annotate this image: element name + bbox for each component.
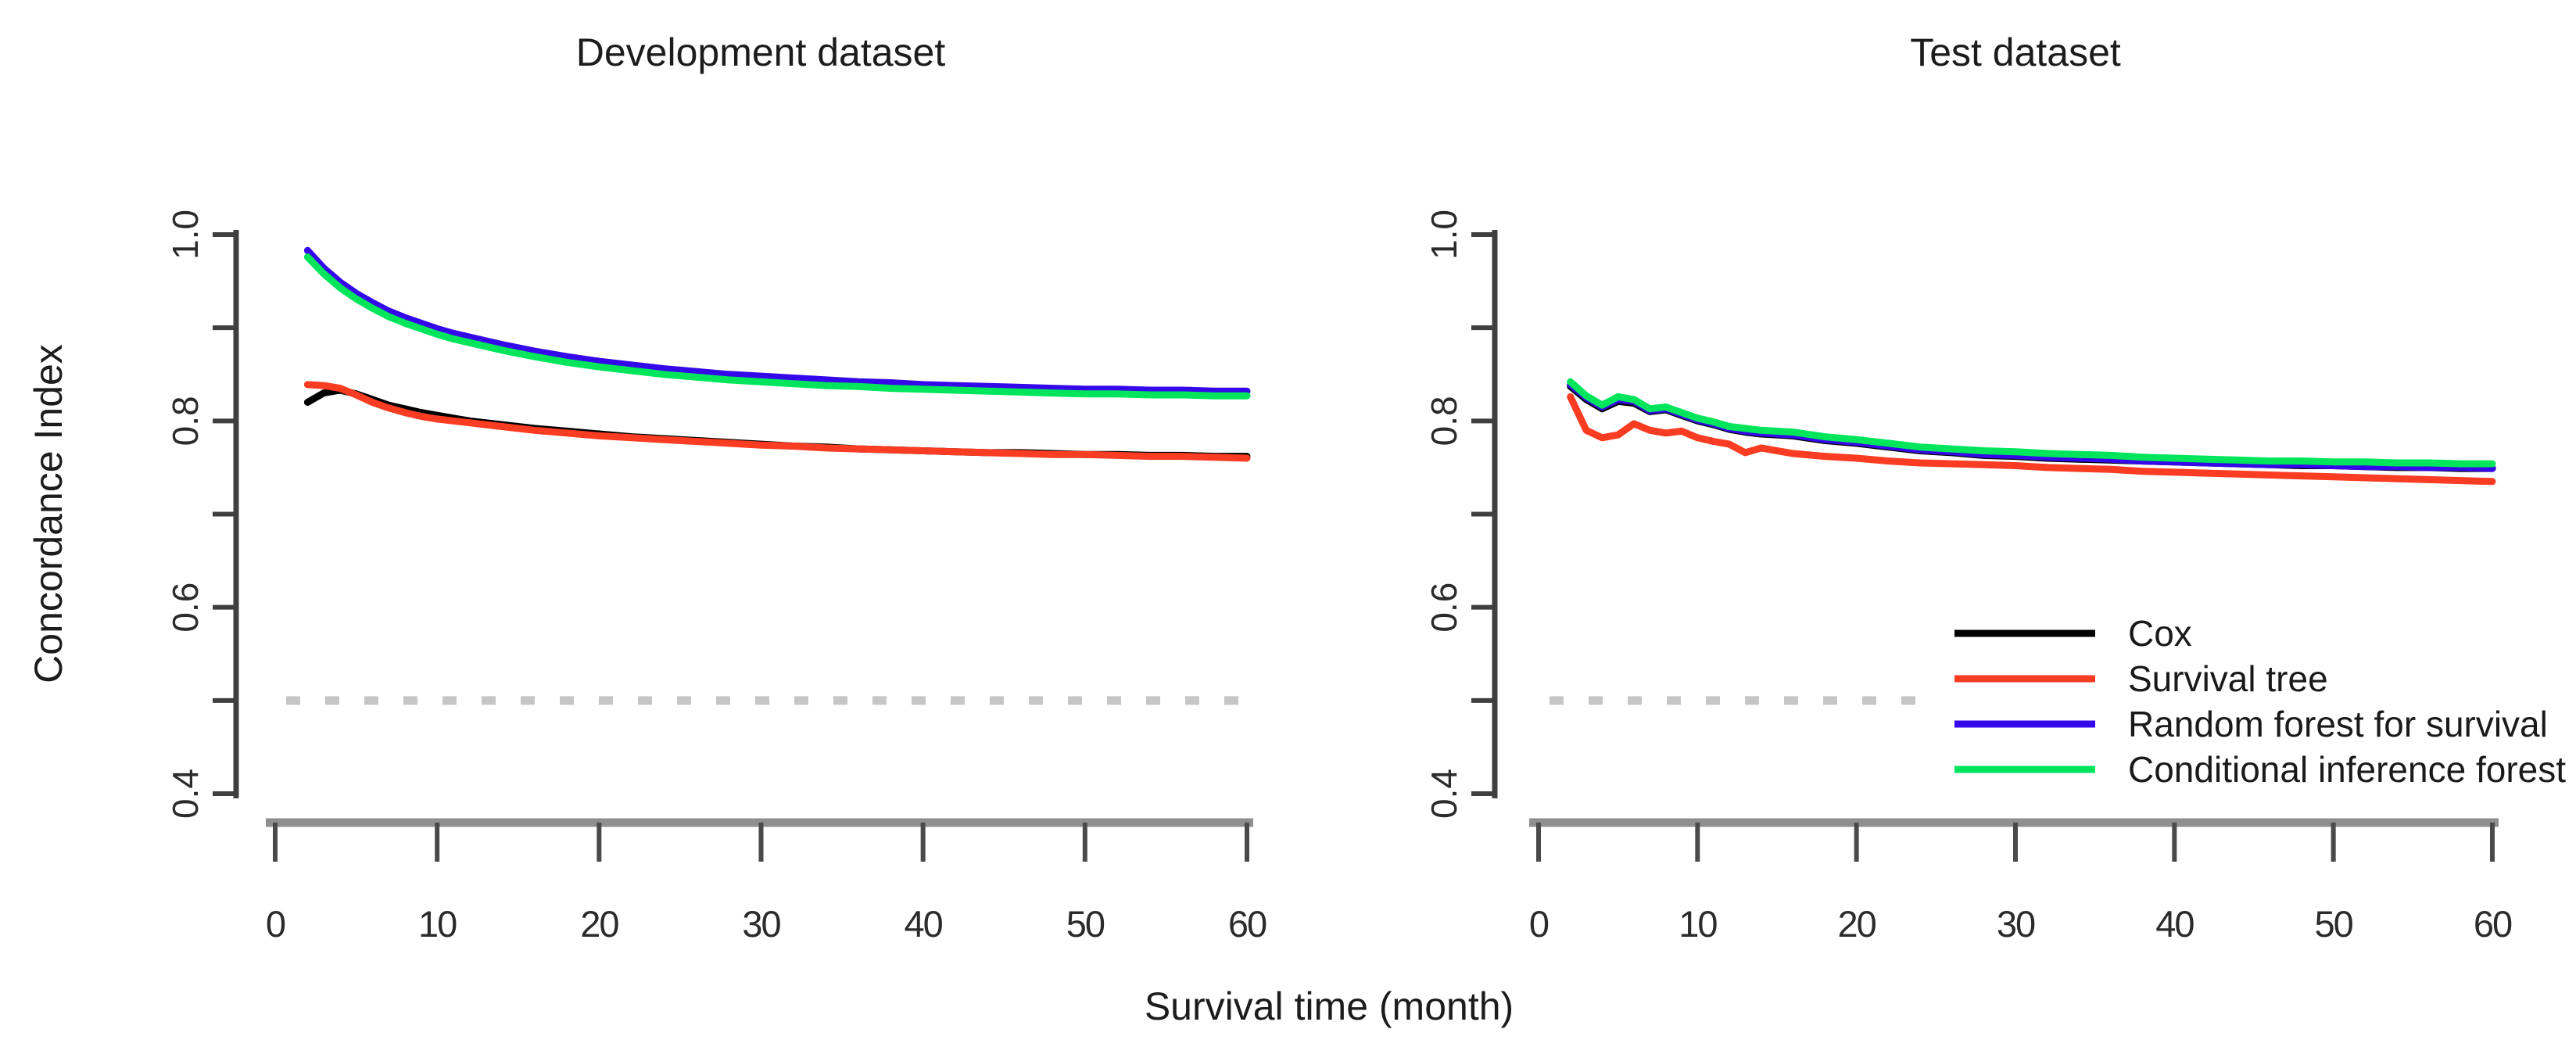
y-tick-label: 1.0 [1424,210,1464,260]
y-axis-label: Concordance Index [27,344,70,683]
x-tick-label: 0 [1529,903,1549,945]
x-tick-label: 10 [418,903,457,945]
x-tick-label: 40 [2155,903,2194,945]
x-tick-label: 60 [1228,903,1267,945]
x-tick-label: 50 [2315,903,2353,945]
series-line-conditional-inference-forest [1567,378,2496,468]
y-tick-label: 0.6 [165,583,206,633]
x-tick-label: 20 [580,903,618,945]
series-line-random-forest-for-survival [303,246,1251,395]
series-line-survival-tree [1567,393,2496,486]
y-tick-label: 0.8 [1424,396,1464,446]
legend-background [1928,607,2572,796]
x-tick-label: 0 [266,903,285,945]
y-tick-label: 1.0 [165,210,206,260]
legend-label: Cox [2128,613,2192,654]
y-tick-label: 0.4 [165,769,206,819]
x-tick-label: 50 [1066,903,1105,945]
legend-label: Survival tree [2128,658,2328,699]
x-tick-label: 60 [2474,903,2512,945]
legend-label: Conditional inference forest [2128,749,2566,790]
right-panel-title: Test dataset [1910,30,2121,74]
x-tick-label: 30 [1997,903,2035,945]
y-tick-label: 0.8 [165,396,206,446]
y-tick-label: 0.6 [1424,583,1464,633]
x-tick-label: 30 [742,903,780,945]
series-line-conditional-inference-forest [303,253,1251,400]
legend-label: Random forest for survival [2128,704,2548,744]
left-panel-title: Development dataset [575,30,946,74]
x-tick-label: 40 [905,903,943,945]
y-tick-label: 0.4 [1424,769,1464,819]
x-tick-label: 10 [1679,903,1717,945]
series-line-survival-tree [303,381,1251,462]
x-tick-label: 20 [1838,903,1876,945]
x-axis-label: Survival time (month) [1144,984,1514,1028]
